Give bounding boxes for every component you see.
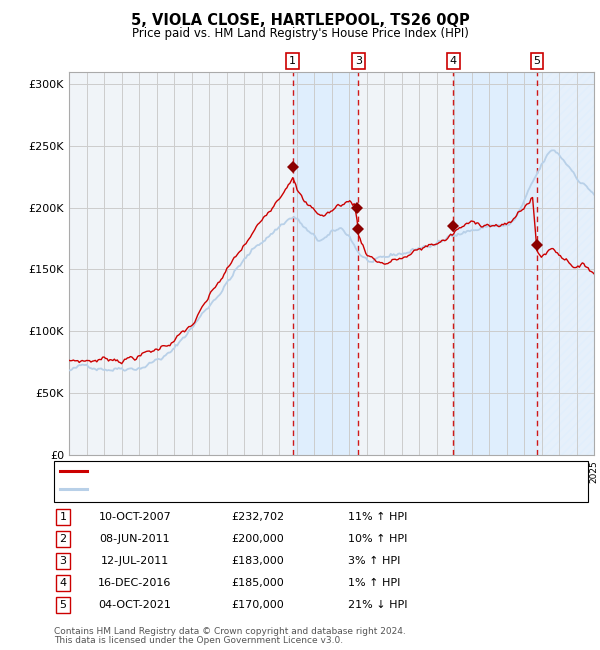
Text: 1: 1 bbox=[59, 512, 67, 522]
Text: 3% ↑ HPI: 3% ↑ HPI bbox=[348, 556, 400, 566]
Text: Contains HM Land Registry data © Crown copyright and database right 2024.: Contains HM Land Registry data © Crown c… bbox=[54, 627, 406, 636]
Text: 3: 3 bbox=[59, 556, 67, 566]
Text: 10% ↑ HPI: 10% ↑ HPI bbox=[348, 534, 407, 544]
Text: 04-OCT-2021: 04-OCT-2021 bbox=[98, 600, 172, 610]
Text: £232,702: £232,702 bbox=[232, 512, 284, 522]
Text: 12-JUL-2011: 12-JUL-2011 bbox=[101, 556, 169, 566]
Text: 4: 4 bbox=[59, 578, 67, 588]
Bar bbox=[537, 72, 594, 455]
Text: £200,000: £200,000 bbox=[232, 534, 284, 544]
Text: £183,000: £183,000 bbox=[232, 556, 284, 566]
Bar bbox=[293, 72, 358, 455]
Text: 4: 4 bbox=[450, 56, 457, 66]
Text: 21% ↓ HPI: 21% ↓ HPI bbox=[348, 600, 407, 610]
Text: 5, VIOLA CLOSE, HARTLEPOOL, TS26 0QP (detached house): 5, VIOLA CLOSE, HARTLEPOOL, TS26 0QP (de… bbox=[90, 466, 399, 476]
Text: 08-JUN-2011: 08-JUN-2011 bbox=[100, 534, 170, 544]
Text: Price paid vs. HM Land Registry's House Price Index (HPI): Price paid vs. HM Land Registry's House … bbox=[131, 27, 469, 40]
Text: £185,000: £185,000 bbox=[232, 578, 284, 588]
Text: 5, VIOLA CLOSE, HARTLEPOOL, TS26 0QP: 5, VIOLA CLOSE, HARTLEPOOL, TS26 0QP bbox=[131, 13, 469, 28]
Text: This data is licensed under the Open Government Licence v3.0.: This data is licensed under the Open Gov… bbox=[54, 636, 343, 645]
Text: 2: 2 bbox=[59, 534, 67, 544]
Text: 16-DEC-2016: 16-DEC-2016 bbox=[98, 578, 172, 588]
Text: 11% ↑ HPI: 11% ↑ HPI bbox=[348, 512, 407, 522]
Text: 10-OCT-2007: 10-OCT-2007 bbox=[98, 512, 172, 522]
Text: 1% ↑ HPI: 1% ↑ HPI bbox=[348, 578, 400, 588]
Text: 5: 5 bbox=[533, 56, 541, 66]
Bar bbox=[453, 72, 537, 455]
Text: 3: 3 bbox=[355, 56, 362, 66]
Text: HPI: Average price, detached house, Hartlepool: HPI: Average price, detached house, Hart… bbox=[90, 484, 337, 494]
Text: £170,000: £170,000 bbox=[232, 600, 284, 610]
Text: 5: 5 bbox=[59, 600, 67, 610]
Text: 1: 1 bbox=[289, 56, 296, 66]
